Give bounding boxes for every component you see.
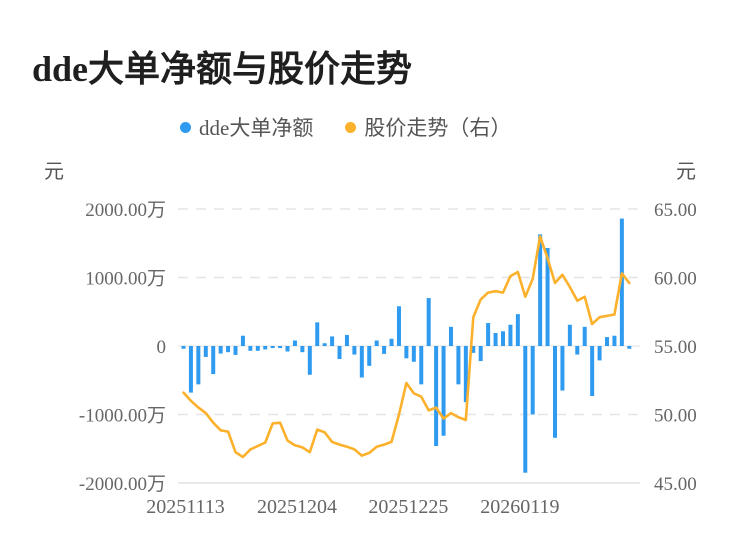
- dde-bar: [240, 335, 245, 346]
- dde-bar: [382, 346, 387, 354]
- dde-bar: [374, 340, 379, 346]
- price-line: [182, 235, 631, 459]
- right-axis-tick: 60.00: [654, 269, 697, 290]
- dde-bar: [307, 346, 312, 375]
- dde-bar: [500, 331, 505, 346]
- chart-title: dde大单净额与股价走势: [32, 49, 413, 89]
- dde-bar: [530, 346, 535, 415]
- dde-bar: [389, 338, 394, 346]
- dde-bar: [605, 337, 610, 346]
- dde-bar: [590, 346, 595, 397]
- dde-bar: [322, 343, 327, 346]
- dde-bar: [352, 346, 357, 355]
- dde-bar: [567, 324, 572, 346]
- legend-label-price: 股价走势（右）: [364, 116, 512, 140]
- dde-bar: [337, 346, 342, 360]
- dde-bar: [582, 326, 587, 346]
- dde-bar: [233, 346, 238, 355]
- dde-bar: [263, 346, 268, 350]
- left-axis-tick: 1000.00万: [85, 269, 166, 290]
- dde-bar: [292, 340, 297, 346]
- dde-bar: [560, 346, 565, 391]
- right-axis-tick: 45.00: [654, 474, 697, 495]
- dde-bar: [248, 346, 253, 351]
- dde-bar: [448, 326, 453, 346]
- legend-label-dde: dde大单净额: [199, 116, 314, 140]
- dde-bar: [538, 234, 543, 346]
- dde-bar: [486, 323, 491, 346]
- dde-bar: [344, 335, 349, 346]
- dde-bar: [597, 346, 602, 361]
- dde-bar: [211, 346, 216, 375]
- dde-bar: [463, 346, 468, 403]
- dde-bar: [367, 346, 372, 366]
- dde-bar: [515, 314, 520, 346]
- legend: dde大单净额 股价走势（右）: [180, 112, 511, 142]
- dde-bar: [218, 346, 223, 354]
- dde-bar: [181, 346, 186, 349]
- legend-dot-blue-icon: [180, 121, 191, 133]
- x-axis-tick: 20251204: [257, 496, 337, 518]
- left-axis-tick: -1000.00万: [79, 406, 166, 427]
- dde-bar: [612, 335, 617, 346]
- dde-bar: [396, 306, 401, 346]
- dde-bar: [508, 324, 513, 346]
- right-axis-unit: 元: [676, 161, 696, 183]
- dde-bar: [619, 218, 624, 346]
- x-axis-tick: 20251225: [368, 496, 448, 518]
- dde-bar: [471, 346, 476, 353]
- dde-bar: [285, 346, 290, 352]
- dde-bar: [575, 346, 580, 355]
- dde-bar: [627, 346, 632, 349]
- dde-bar: [188, 346, 193, 393]
- x-axis-tick: 20260119: [480, 496, 559, 518]
- dde-bar: [545, 248, 550, 346]
- legend-dot-orange-icon: [345, 121, 357, 133]
- right-axis-tick: 50.00: [654, 406, 697, 427]
- x-axis-tick: 20251113: [146, 496, 225, 518]
- dde-bar: [523, 346, 528, 473]
- dde-bar: [478, 346, 483, 362]
- left-axis-tick: 2000.00万: [85, 200, 166, 221]
- dde-bar: [203, 346, 208, 357]
- dde-bar: [255, 346, 260, 351]
- dde-bar: [404, 346, 409, 359]
- dde-bar: [330, 336, 335, 346]
- dde-bar: [300, 346, 305, 353]
- legend-item-price[interactable]: 股价走势（右）: [345, 112, 511, 142]
- right-axis-tick: 65.00: [654, 200, 697, 221]
- left-axis-unit: 元: [44, 161, 64, 183]
- dde-bar: [441, 346, 446, 436]
- dde-bar: [419, 346, 424, 385]
- dde-bar: [456, 346, 461, 385]
- dde-bar: [359, 346, 364, 378]
- dde-bar: [411, 346, 416, 362]
- dde-bar: [315, 322, 320, 346]
- legend-item-dde[interactable]: dde大单净额: [180, 112, 313, 142]
- dde-bar: [426, 298, 431, 346]
- dde-bar: [226, 346, 231, 353]
- dde-bar: [553, 346, 557, 438]
- left-axis-tick: -2000.00万: [79, 474, 166, 495]
- dde-bar: [278, 346, 283, 349]
- dde-bar: [493, 332, 498, 346]
- left-axis-tick: 0: [157, 337, 167, 358]
- dde-bar: [434, 346, 439, 447]
- dde-bar: [270, 346, 275, 349]
- dde-bar: [196, 346, 201, 385]
- right-axis-tick: 55.00: [654, 337, 697, 358]
